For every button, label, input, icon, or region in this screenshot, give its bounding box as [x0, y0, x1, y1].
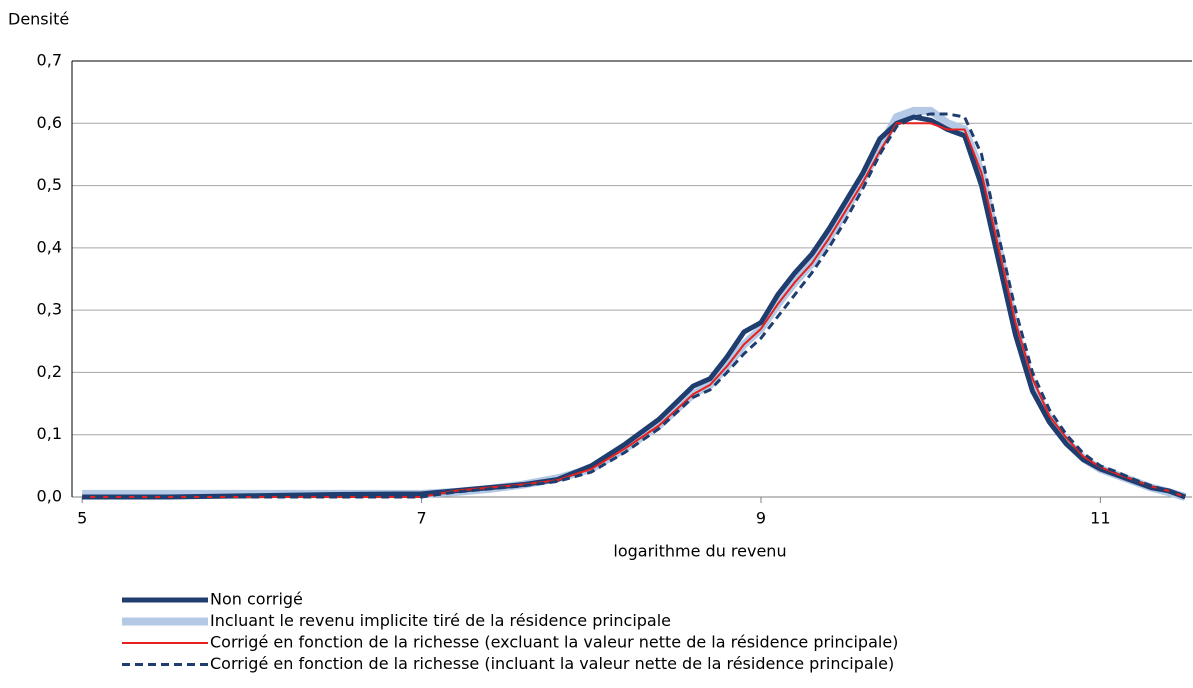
- y-axis-title: Densité: [8, 10, 69, 29]
- y-tick-label: 0,1: [37, 424, 62, 443]
- x-tick-label: 7: [416, 509, 426, 528]
- x-tick-label: 9: [756, 509, 766, 528]
- y-tick-label: 0,0: [37, 487, 62, 506]
- legend-label: Corrigé en fonction de la richesse (incl…: [210, 654, 894, 673]
- y-tick-label: 0,2: [37, 362, 62, 381]
- y-tick-label: 0,4: [37, 237, 62, 256]
- legend-label: Corrigé en fonction de la richesse (excl…: [210, 633, 898, 652]
- series-line: [82, 112, 1186, 499]
- x-tick-label: 5: [77, 509, 87, 528]
- series-line: [82, 114, 1187, 500]
- x-axis-title: logarithme du revenu: [613, 542, 786, 561]
- y-tick-label: 0,7: [37, 51, 62, 70]
- y-tick-label: 0,6: [37, 113, 62, 132]
- legend-label: Incluant le revenu implicite tiré de la …: [210, 611, 671, 630]
- y-tick-label: 0,3: [37, 300, 62, 319]
- y-tick-label: 0,5: [37, 175, 62, 194]
- legend-label: Non corrigé: [210, 590, 303, 609]
- x-tick-label: 11: [1090, 509, 1110, 528]
